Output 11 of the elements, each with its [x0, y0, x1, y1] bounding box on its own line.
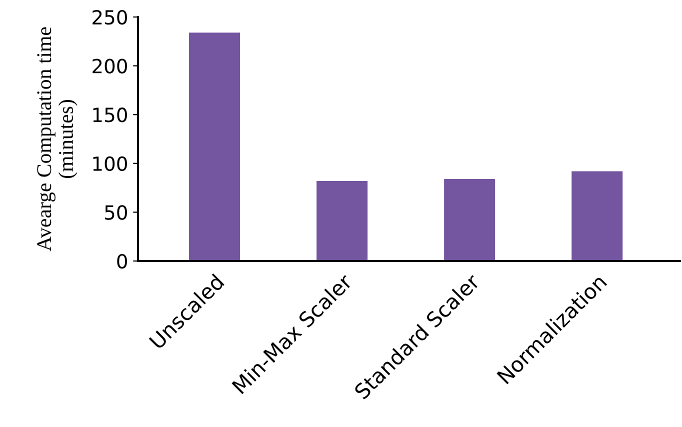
y-tick-label: 150: [93, 108, 127, 122]
bar: [189, 32, 240, 261]
y-tick-label: 100: [93, 156, 127, 172]
bar: [444, 179, 496, 261]
y-tick-label: 0: [117, 254, 127, 269]
bar: [316, 180, 368, 261]
y-tick-label: 250: [92, 10, 127, 25]
y-tick-label: 50: [105, 205, 127, 220]
y-tick-label: 200: [92, 58, 127, 74]
y-axis-title: Avearge Computation time (minutes): [37, 27, 78, 252]
bar: [572, 171, 623, 261]
